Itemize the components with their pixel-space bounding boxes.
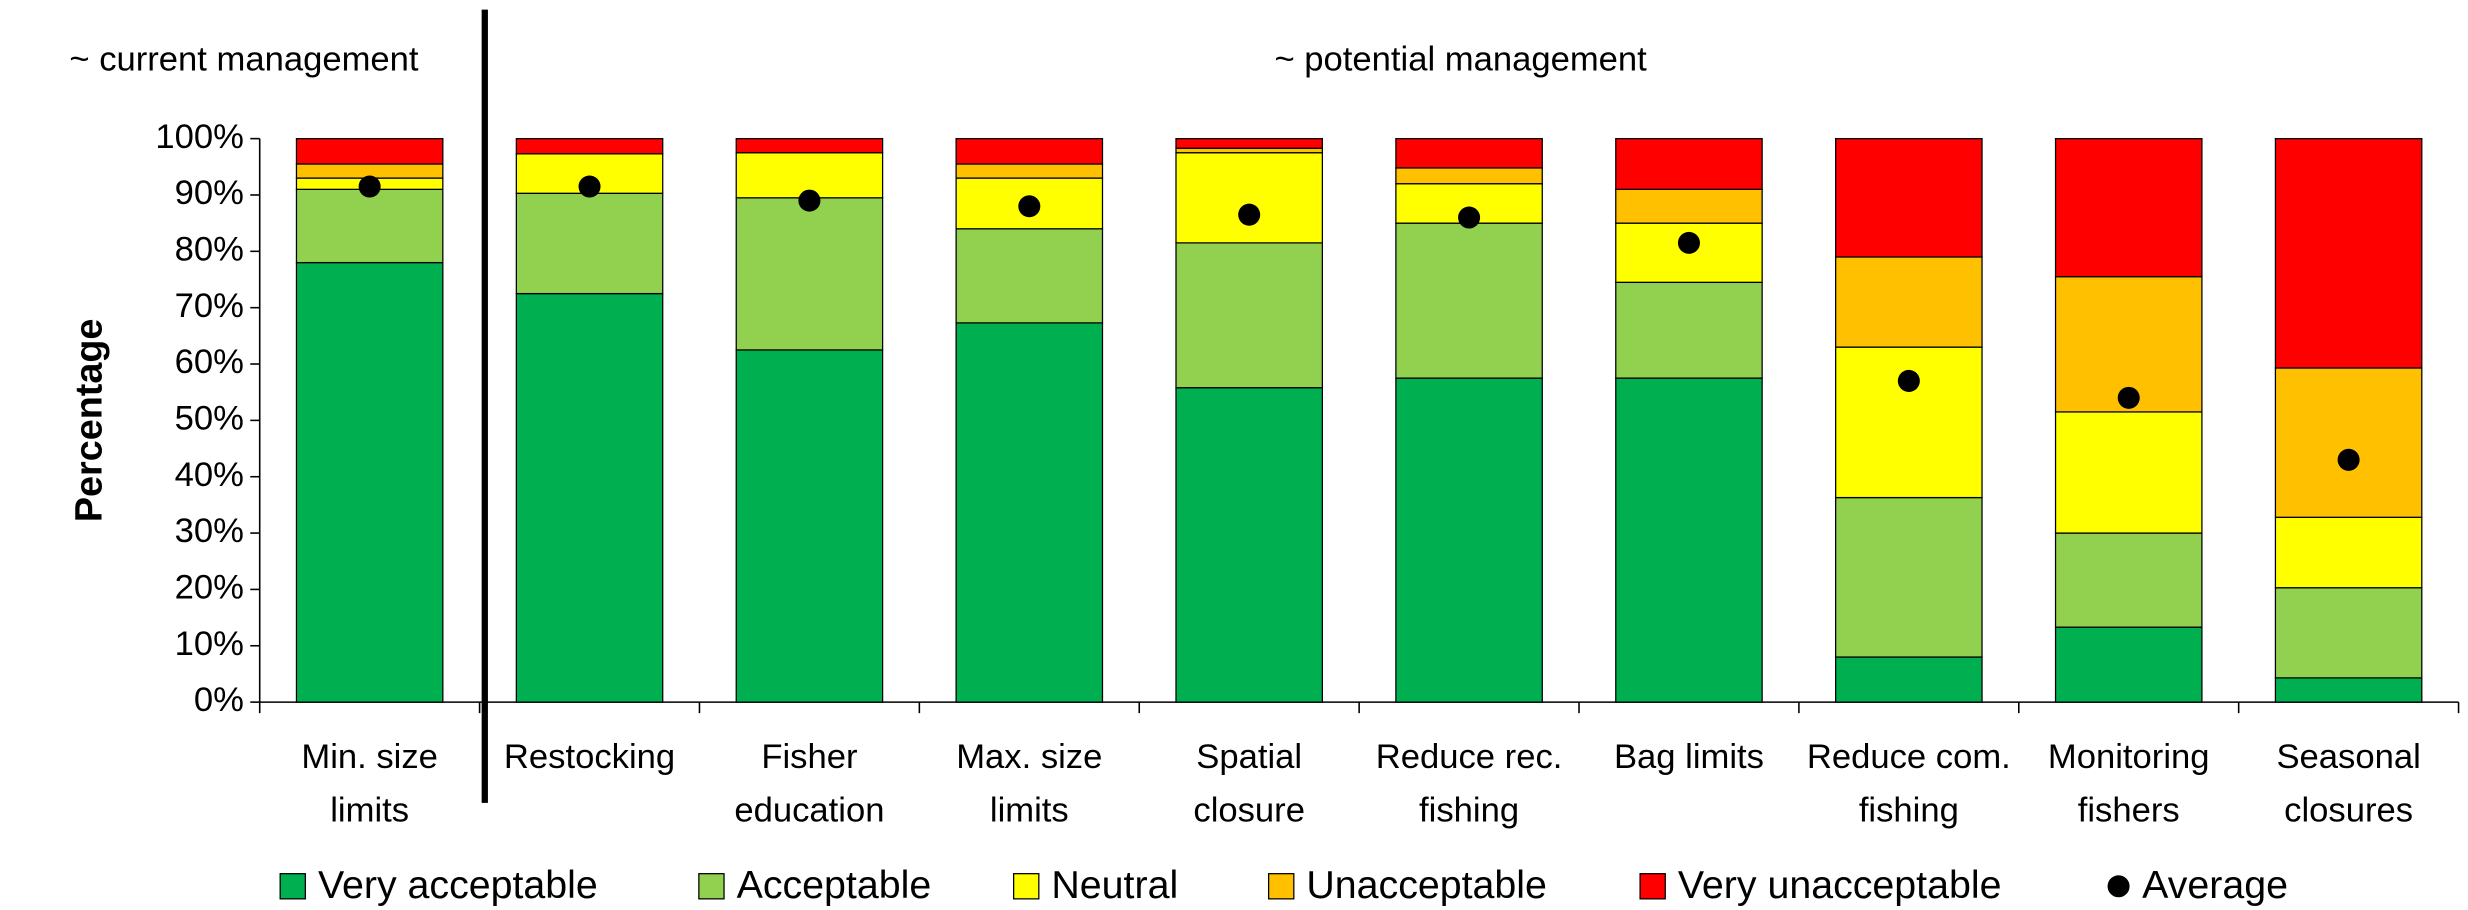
average-marker (1677, 231, 1700, 254)
bar-segment (1175, 138, 1324, 149)
bar-segment (735, 197, 884, 351)
annotation: ~ current management (69, 41, 419, 79)
bar-segment (955, 322, 1104, 703)
y-tick-label: 90% (175, 174, 244, 212)
x-tick-label: Seasonal closures (2276, 738, 2420, 830)
legend-label: Very acceptable (318, 863, 598, 907)
bar-segment (1395, 377, 1543, 703)
legend-swatch (698, 873, 725, 900)
bar-segment (1615, 188, 1763, 224)
y-axis-label: Percentage (68, 319, 110, 523)
legend-label: Unacceptable (1306, 863, 1547, 907)
legend-marker (2107, 875, 2130, 898)
bar-segment (735, 349, 884, 703)
y-tick-label: 30% (175, 512, 244, 550)
x-tick-label: Reduce com. fishing (1807, 738, 2011, 830)
bar-segment (2054, 532, 2203, 628)
bar-segment (1835, 256, 1983, 348)
x-tick-label: Min. size limits (301, 738, 438, 830)
average-marker (798, 189, 821, 212)
y-tick-label: 80% (175, 230, 244, 268)
bar-segment (1835, 496, 1983, 658)
bar-segment (515, 292, 664, 703)
average-marker (358, 175, 381, 198)
bar-segment (1395, 167, 1543, 185)
y-tick-label: 60% (175, 343, 244, 381)
bar-segment (2054, 138, 2203, 278)
bar-segment (1615, 281, 1763, 379)
bar-segment (2274, 138, 2423, 369)
y-tick-label: 50% (175, 400, 244, 438)
legend-label: Neutral (1051, 863, 1178, 907)
bar-segment (295, 261, 444, 703)
bar-segment (1395, 138, 1543, 169)
legend-label: Average (2142, 863, 2288, 907)
bar-segment (295, 188, 444, 264)
average-marker (578, 175, 601, 198)
bar-segment (2274, 367, 2423, 518)
bar-segment (295, 138, 444, 165)
legend-label: Acceptable (737, 863, 932, 907)
bar-segment (2274, 587, 2423, 679)
bar-segment (1175, 387, 1324, 703)
legend-swatch (1267, 873, 1295, 900)
average-marker (2337, 448, 2360, 471)
x-tick-label: Monitoring fishers (2048, 738, 2210, 830)
y-tick-label: 70% (175, 287, 244, 325)
bar-segment (1175, 152, 1324, 244)
y-tick-label: 20% (175, 569, 244, 607)
x-tick-label: Bag limits (1614, 738, 1764, 776)
bar-segment (1175, 242, 1324, 389)
average-marker (1897, 369, 1920, 392)
average-marker (1458, 206, 1481, 229)
bar-segment (1835, 138, 1983, 258)
bar-segment (2274, 677, 2423, 703)
annotation: ~ potential management (1274, 41, 1647, 79)
bar-segment (515, 192, 664, 295)
bar-segment (955, 228, 1104, 324)
x-tick-label: Fisher education (734, 738, 884, 830)
bar-segment (735, 138, 884, 154)
legend-swatch (279, 873, 306, 900)
bar-segment (1615, 377, 1763, 703)
x-tick-label: Max. size limits (956, 738, 1102, 830)
bar-segment (1395, 222, 1543, 379)
y-tick-label: 40% (175, 456, 244, 494)
bar-segment (2054, 411, 2203, 534)
x-tick-label: Restocking (504, 738, 675, 776)
y-tick-label: 100% (155, 118, 244, 156)
average-marker (1018, 195, 1041, 218)
bar-segment (2274, 516, 2423, 589)
bar-segment (955, 138, 1104, 165)
bar-segment (515, 138, 664, 155)
bar-segment (2054, 626, 2203, 703)
legend-swatch (1013, 873, 1040, 900)
average-marker (2117, 386, 2140, 409)
bar-segment (1615, 138, 1763, 190)
bar-segment (1175, 147, 1324, 154)
average-marker (1238, 203, 1261, 226)
x-tick-label: Reduce rec. fishing (1376, 738, 1563, 830)
x-tick-label: Spatial closure (1193, 738, 1305, 830)
bar-segment (955, 163, 1104, 179)
legend-swatch (1639, 873, 1666, 900)
y-tick-label: 10% (175, 625, 244, 663)
bar-segment (1835, 656, 1983, 703)
y-tick-label: 0% (194, 681, 244, 719)
bar-segment (1835, 346, 1983, 499)
legend-label: Very unacceptable (1678, 863, 2002, 907)
